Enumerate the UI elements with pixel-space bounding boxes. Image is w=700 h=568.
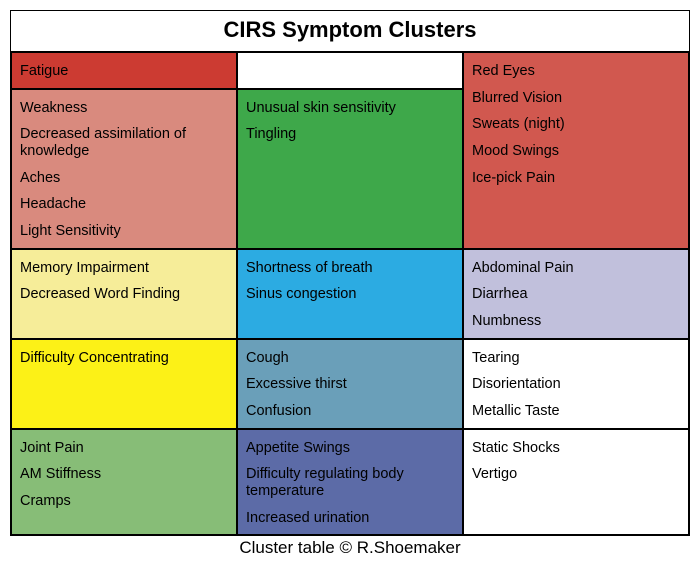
symptom-text: Red Eyes [472,63,680,80]
cluster-cell-c-skin: Unusual skin sensitivity Tingling [237,89,463,249]
symptom-text: AM Stiffness [20,466,228,483]
symptom-text: Memory Impairment [20,260,228,277]
symptom-text: Headache [20,196,228,213]
symptom-text: Abdominal Pain [472,260,680,277]
symptom-text: Tearing [472,350,680,367]
page-title: CIRS Symptom Clusters [10,10,690,51]
cluster-cell-c-memory: Memory Impairment Decreased Word Finding [11,249,237,339]
symptom-text: Appetite Swings [246,440,454,457]
symptom-text: Disorientation [472,376,680,393]
symptom-text: Unusual skin sensitivity [246,100,454,117]
symptom-text: Excessive thirst [246,376,454,393]
cluster-cell-c-cough: Cough Excessive thirst Confusion [237,339,463,429]
symptom-text: Cough [246,350,454,367]
symptom-text: Sinus congestion [246,286,454,303]
cluster-cell-c-redEyes: Red Eyes Blurred Vision Sweats (night) Mood… [463,52,689,249]
symptom-text: Joint Pain [20,440,228,457]
symptom-text: Difficulty Concentrating [20,350,228,367]
symptom-text: Mood Swings [472,143,680,160]
symptom-text: Confusion [246,403,454,420]
symptom-text: Aches [20,170,228,187]
symptom-text: Difficulty regulating body temperature [246,466,454,499]
cluster-cell-c-breath: Shortness of breath Sinus congestion [237,249,463,339]
symptom-text: Static Shocks [472,440,680,457]
cluster-cell-c-appetite: Appetite Swings Difficulty regulating bod… [237,429,463,536]
cluster-cell-c-weakness: Weakness Decreased assimilation of knowle… [11,89,237,249]
symptom-grid: Fatigue Red Eyes Blurred Vision Sweats (nig… [10,51,690,536]
cluster-cell-c-shocks: Static Shocks Vertigo [463,429,689,536]
symptom-text: Diarrhea [472,286,680,303]
cluster-cell-c-abdom: Abdominal Pain Diarrhea Numbness [463,249,689,339]
symptom-text: Ice-pick Pain [472,170,680,187]
symptom-text: Cramps [20,493,228,510]
cluster-table-container: CIRS Symptom Clusters Fatigue Red Eyes Blu… [10,10,690,558]
symptom-text: Sweats (night) [472,116,680,133]
cluster-cell-c-joint: Joint Pain AM Stiffness Cramps [11,429,237,536]
symptom-text: Decreased assimilation of knowledge [20,126,228,159]
symptom-text: Light Sensitivity [20,223,228,240]
cluster-cell-c-concent: Difficulty Concentrating [11,339,237,429]
cluster-cell-c-tearing: Tearing Disorientation Metallic Taste [463,339,689,429]
symptom-text: Tingling [246,126,454,143]
symptom-text: Vertigo [472,466,680,483]
symptom-text: Blurred Vision [472,90,680,107]
symptom-text: Weakness [20,100,228,117]
cluster-cell-c-fatigue: Fatigue [11,52,237,89]
footer-credit: Cluster table © R.Shoemaker [10,536,690,558]
symptom-text: Decreased Word Finding [20,286,228,303]
symptom-text: Metallic Taste [472,403,680,420]
symptom-text: Numbness [472,313,680,330]
symptom-text: Increased urination [246,510,454,527]
cluster-cell-c-blank [237,52,463,89]
symptom-text: Fatigue [20,63,228,80]
symptom-text: Shortness of breath [246,260,454,277]
